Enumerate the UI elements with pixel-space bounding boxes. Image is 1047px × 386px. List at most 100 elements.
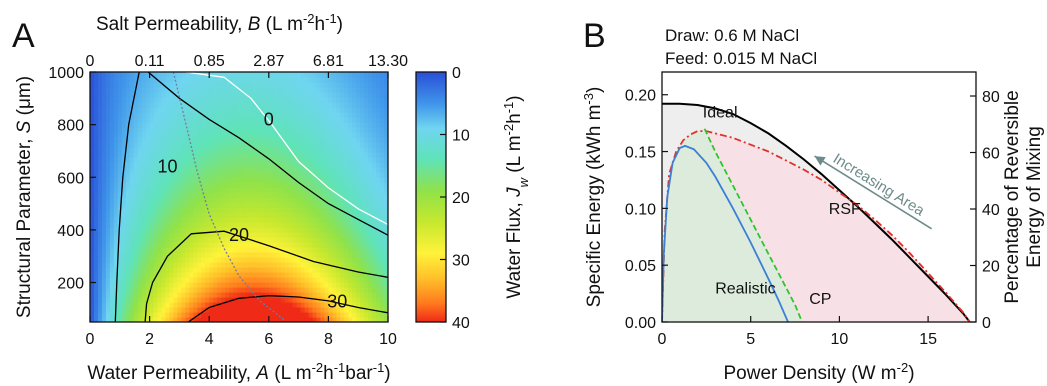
heatmap-cell <box>328 227 333 233</box>
heatmap-cell <box>320 317 326 322</box>
heatmap-cell <box>90 117 95 123</box>
heatmap-cell <box>328 282 333 288</box>
heatmap-cell <box>205 192 210 198</box>
heatmap-cell <box>129 167 135 173</box>
heatmap-cell <box>284 257 290 263</box>
heatmap-cell <box>169 242 175 248</box>
heatmap-cell <box>252 92 258 98</box>
heatmap-cell <box>185 257 190 263</box>
heatmap-cell <box>177 217 182 223</box>
heatmap-cell <box>221 122 226 128</box>
heatmap-cell <box>384 117 388 123</box>
heatmap-cell <box>185 252 190 258</box>
heatmap-cell <box>352 222 357 228</box>
heatmap-cell <box>316 152 322 158</box>
y2-tick-label: 20 <box>982 259 1000 276</box>
heatmap-cell <box>153 147 159 153</box>
heatmap-cell <box>125 142 131 148</box>
heatmap-cell <box>149 242 155 248</box>
heatmap-cell <box>360 252 365 258</box>
heatmap-cell <box>221 252 226 258</box>
heatmap-cell <box>348 307 353 313</box>
heatmap-cell <box>356 257 361 263</box>
heatmap-cell <box>256 107 262 113</box>
heatmap-cell <box>105 277 111 283</box>
heatmap-cell <box>105 257 111 263</box>
heatmap-cell <box>113 207 119 213</box>
heatmap-cell <box>372 257 377 263</box>
heatmap-cell <box>288 112 294 118</box>
heatmap-cell <box>328 302 333 308</box>
heatmap-cell <box>332 172 337 178</box>
heatmap-cell <box>181 282 186 288</box>
heatmap-cell <box>344 207 349 213</box>
heatmap-cell <box>161 262 167 268</box>
heatmap-cell <box>209 82 214 88</box>
heatmap-cell <box>376 142 381 148</box>
heatmap-cell <box>105 232 111 238</box>
heatmap-cell <box>380 122 385 128</box>
heatmap-cell <box>165 227 171 233</box>
heatmap-cell <box>217 137 222 143</box>
heatmap-cell <box>268 277 274 283</box>
heatmap-cell <box>161 247 167 253</box>
series-label-rsf: RSF <box>829 201 861 218</box>
heatmap-cell <box>141 247 147 253</box>
heatmap-cell <box>340 262 345 268</box>
heatmap-cell <box>340 312 345 318</box>
heatmap-cell <box>193 282 198 288</box>
heatmap-cell <box>348 247 353 253</box>
heatmap-cell <box>90 82 95 88</box>
heatmap-cell <box>209 167 214 173</box>
heatmap-cell <box>153 107 159 113</box>
heatmap-cell <box>205 127 210 133</box>
heatmap-cell <box>328 292 333 298</box>
heatmap-cell <box>133 262 139 268</box>
heatmap-cell <box>324 252 329 258</box>
heatmap-cell <box>145 307 151 313</box>
heatmap-cell <box>256 282 262 288</box>
heatmap-cell <box>280 102 286 108</box>
heatmap-cell <box>161 202 167 208</box>
heatmap-cell <box>252 252 258 258</box>
heatmap-cell <box>264 167 270 173</box>
heatmap-cell <box>141 297 147 303</box>
heatmap-cell <box>240 317 246 322</box>
heatmap-cell <box>237 252 242 258</box>
heatmap-cell <box>229 82 234 88</box>
heatmap-cell <box>105 177 111 183</box>
heatmap-cell <box>264 137 270 143</box>
heatmap-cell <box>101 202 107 208</box>
heatmap-cell <box>201 142 206 148</box>
heatmap-cell <box>320 252 326 258</box>
heatmap-cell <box>141 157 147 163</box>
heatmap-cell <box>368 202 373 208</box>
heatmap-cell <box>252 152 258 158</box>
heatmap-cell <box>348 302 353 308</box>
heatmap-cell <box>368 312 373 318</box>
heatmap-cell <box>129 227 135 233</box>
heatmap-cell <box>336 137 341 143</box>
heatmap-cell <box>248 292 254 298</box>
series-line-cp <box>703 128 803 322</box>
heatmap-cell <box>252 162 258 168</box>
heatmap-cell <box>248 87 254 93</box>
heatmap-cell <box>141 317 147 322</box>
heatmap-cell <box>90 127 95 133</box>
heatmap-cell <box>153 302 159 308</box>
heatmap-cell <box>248 212 254 218</box>
heatmap-cell <box>225 192 230 198</box>
heatmap-cell <box>316 102 322 108</box>
heatmap-cell <box>344 182 349 188</box>
heatmap-cell <box>117 307 123 313</box>
heatmap-cell <box>229 282 234 288</box>
heatmap-cell <box>101 267 107 273</box>
heatmap-cell <box>233 212 238 218</box>
heatmap-cell <box>221 157 226 163</box>
heatmap-cell <box>153 197 159 203</box>
heatmap-cell <box>380 267 385 273</box>
heatmap-cell <box>324 177 329 183</box>
heatmap-cell <box>332 252 337 258</box>
heatmap-cell <box>268 262 274 268</box>
heatmap-cell <box>201 137 206 143</box>
